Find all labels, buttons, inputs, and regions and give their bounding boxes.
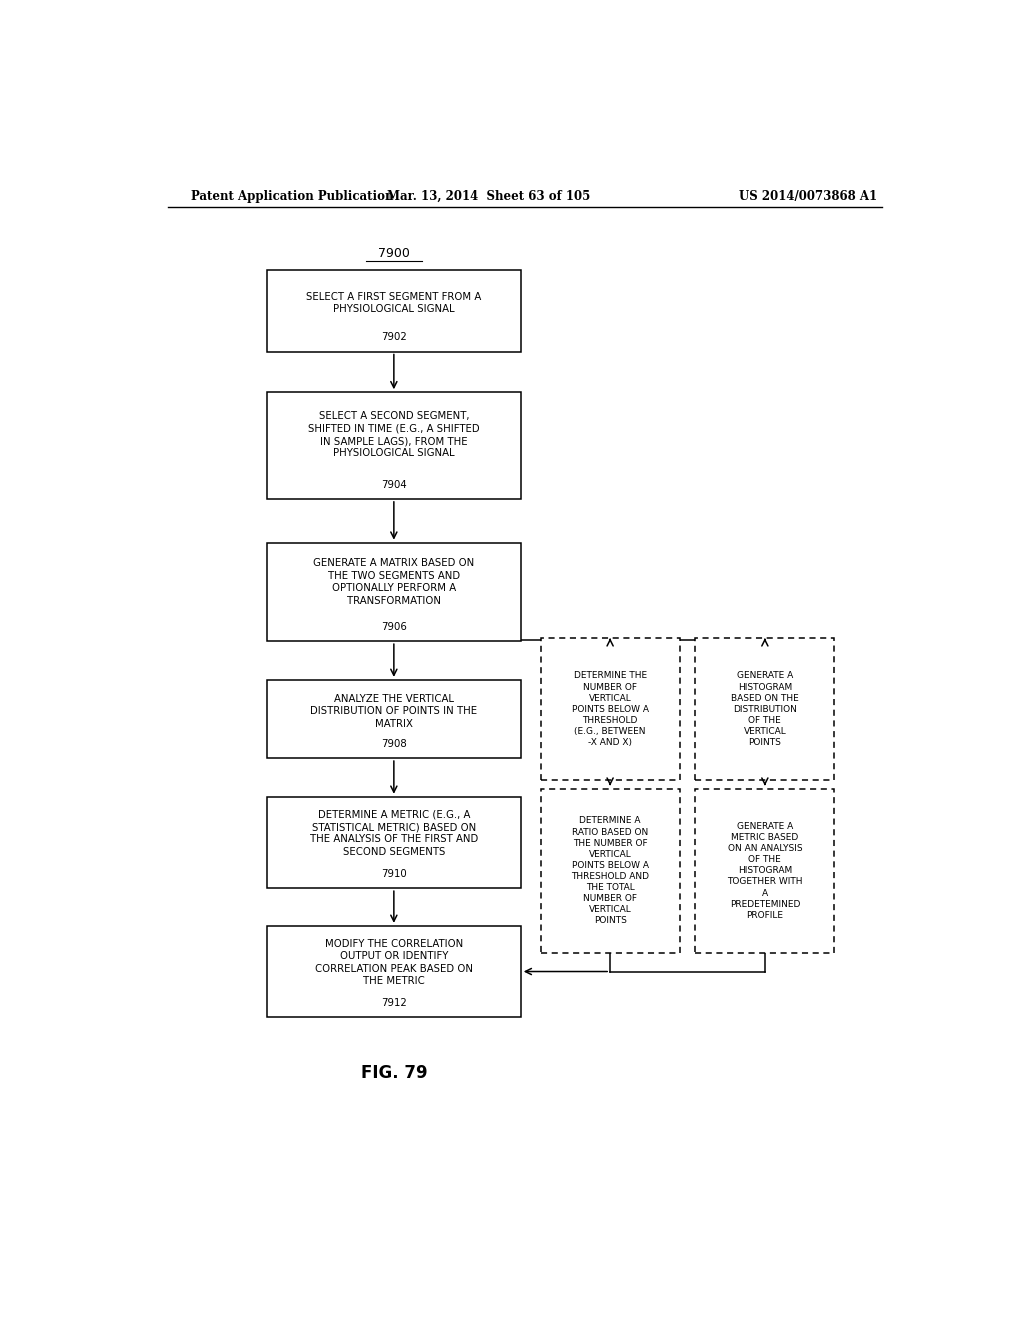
- Text: DETERMINE THE
NUMBER OF
VERTICAL
POINTS BELOW A
THRESHOLD
(E.G., BETWEEN
-X AND : DETERMINE THE NUMBER OF VERTICAL POINTS …: [571, 672, 648, 747]
- Text: US 2014/0073868 A1: US 2014/0073868 A1: [739, 190, 878, 202]
- Text: 7902: 7902: [381, 333, 407, 342]
- Text: DETERMINE A METRIC (E.G., A
STATISTICAL METRIC) BASED ON
THE ANALYSIS OF THE FIR: DETERMINE A METRIC (E.G., A STATISTICAL …: [309, 809, 478, 857]
- Bar: [267, 543, 521, 642]
- Bar: [695, 788, 835, 953]
- Text: 7908: 7908: [381, 739, 407, 748]
- Text: SELECT A FIRST SEGMENT FROM A
PHYSIOLOGICAL SIGNAL: SELECT A FIRST SEGMENT FROM A PHYSIOLOGI…: [306, 292, 481, 314]
- Text: Mar. 13, 2014  Sheet 63 of 105: Mar. 13, 2014 Sheet 63 of 105: [387, 190, 591, 202]
- Text: 7900: 7900: [378, 247, 410, 260]
- Bar: [267, 797, 521, 888]
- Text: 7910: 7910: [381, 869, 407, 879]
- Text: SELECT A SECOND SEGMENT,
SHIFTED IN TIME (E.G., A SHIFTED
IN SAMPLE LAGS), FROM : SELECT A SECOND SEGMENT, SHIFTED IN TIME…: [308, 412, 479, 458]
- Text: 7912: 7912: [381, 998, 407, 1008]
- Text: Patent Application Publication: Patent Application Publication: [191, 190, 394, 202]
- Bar: [267, 271, 521, 351]
- Text: GENERATE A MATRIX BASED ON
THE TWO SEGMENTS AND
OPTIONALLY PERFORM A
TRANSFORMAT: GENERATE A MATRIX BASED ON THE TWO SEGME…: [313, 558, 474, 606]
- Text: MODIFY THE CORRELATION
OUTPUT OR IDENTIFY
CORRELATION PEAK BASED ON
THE METRIC: MODIFY THE CORRELATION OUTPUT OR IDENTIF…: [314, 939, 473, 986]
- Text: GENERATE A
METRIC BASED
ON AN ANALYSIS
OF THE
HISTOGRAM
TOGETHER WITH
A
PREDETEM: GENERATE A METRIC BASED ON AN ANALYSIS O…: [727, 822, 803, 920]
- Text: ANALYZE THE VERTICAL
DISTRIBUTION OF POINTS IN THE
MATRIX: ANALYZE THE VERTICAL DISTRIBUTION OF POI…: [310, 694, 477, 729]
- Text: GENERATE A
HISTOGRAM
BASED ON THE
DISTRIBUTION
OF THE
VERTICAL
POINTS: GENERATE A HISTOGRAM BASED ON THE DISTRI…: [731, 672, 799, 747]
- Bar: [267, 925, 521, 1018]
- Bar: [267, 392, 521, 499]
- Bar: [541, 638, 680, 780]
- Text: 7906: 7906: [381, 622, 407, 632]
- Text: DETERMINE A
RATIO BASED ON
THE NUMBER OF
VERTICAL
POINTS BELOW A
THRESHOLD AND
T: DETERMINE A RATIO BASED ON THE NUMBER OF…: [571, 817, 649, 925]
- Bar: [541, 788, 680, 953]
- Bar: [267, 680, 521, 758]
- Text: FIG. 79: FIG. 79: [360, 1064, 427, 1082]
- Bar: [695, 638, 835, 780]
- Text: 7904: 7904: [381, 479, 407, 490]
